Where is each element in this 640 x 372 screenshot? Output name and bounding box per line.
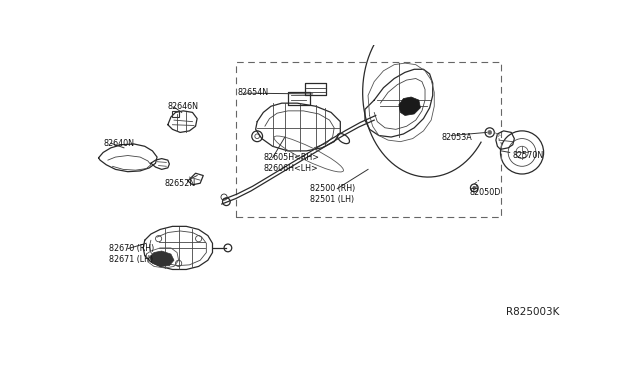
Text: 82640N: 82640N xyxy=(103,139,134,148)
Text: 82670 (RH)
82671 (LH): 82670 (RH) 82671 (LH) xyxy=(109,244,155,264)
Text: 82646N: 82646N xyxy=(168,102,199,111)
Text: 82500 (RH)
82501 (LH): 82500 (RH) 82501 (LH) xyxy=(310,184,355,204)
Text: 82053A: 82053A xyxy=(442,132,473,141)
Text: 82050D: 82050D xyxy=(470,188,501,197)
Circle shape xyxy=(488,131,492,134)
Text: 82652N: 82652N xyxy=(164,179,196,188)
Text: 82605H<RH>
82606H<LH>: 82605H<RH> 82606H<LH> xyxy=(263,153,319,173)
Circle shape xyxy=(473,186,476,189)
Polygon shape xyxy=(149,251,174,266)
Text: 82654N: 82654N xyxy=(237,88,268,97)
Text: 82570N: 82570N xyxy=(513,151,544,160)
Polygon shape xyxy=(399,97,420,115)
Text: R825003K: R825003K xyxy=(506,307,559,317)
